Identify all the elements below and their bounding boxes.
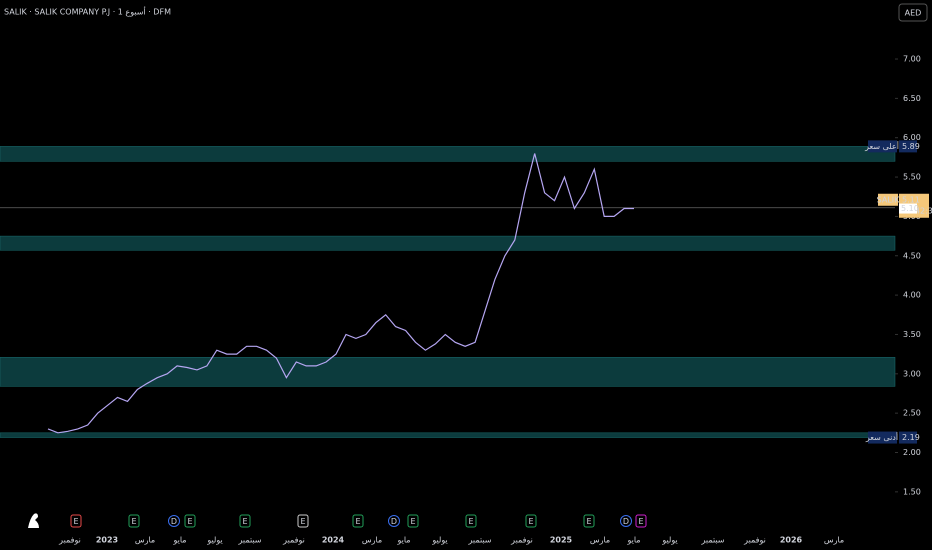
x-tick-label: نوفمبر bbox=[743, 536, 766, 545]
event-label[interactable]: E bbox=[187, 517, 192, 526]
event-label[interactable]: E bbox=[242, 517, 247, 526]
currency-button[interactable] bbox=[898, 3, 928, 22]
level-label-box bbox=[868, 431, 897, 444]
event-icon[interactable] bbox=[297, 514, 309, 528]
level-label: أدنى سعر bbox=[865, 432, 898, 442]
x-tick-label: 2023 bbox=[96, 536, 118, 545]
last-price: 5.11 bbox=[902, 195, 920, 204]
y-tick-label: 6.50 bbox=[903, 94, 921, 103]
x-tick-label: مارس bbox=[135, 536, 155, 545]
zone bbox=[0, 357, 896, 387]
zone bbox=[0, 235, 896, 251]
event-icon[interactable] bbox=[128, 514, 140, 528]
event-label[interactable]: E bbox=[410, 517, 415, 526]
event-label[interactable]: D bbox=[171, 517, 177, 526]
event-label[interactable]: E bbox=[73, 517, 78, 526]
chart-title: SALIK · SALIK COMPANY P.J · 1 أسبوع · DF… bbox=[4, 7, 171, 17]
x-tick-label: سبتمبر bbox=[701, 536, 725, 545]
y-tick-label: 5.50 bbox=[903, 173, 921, 182]
y-tick-label: 3.00 bbox=[903, 369, 921, 378]
event-icon[interactable] bbox=[352, 514, 364, 528]
x-tick-label: مايو bbox=[626, 536, 640, 545]
x-tick-label: نوفمبر bbox=[510, 536, 533, 545]
y-tick-label: 3.50 bbox=[903, 330, 921, 339]
x-tick-label: 2025 bbox=[550, 536, 573, 545]
event-icon[interactable] bbox=[635, 514, 647, 528]
zone bbox=[0, 146, 896, 162]
symbol-label: SALIK bbox=[877, 195, 901, 204]
price-line bbox=[47, 153, 634, 434]
event-label[interactable]: E bbox=[586, 517, 591, 526]
y-tick-label: 4.00 bbox=[903, 291, 921, 300]
y-tick-label: 1.50 bbox=[903, 487, 921, 496]
y-tick-label: 2.50 bbox=[903, 409, 921, 418]
x-tick-label: مارس bbox=[590, 536, 610, 545]
x-tick-label: 2024 bbox=[322, 536, 345, 545]
prev-price-box bbox=[899, 203, 917, 214]
level-value: 5.89 bbox=[902, 142, 920, 151]
level-label: أعلى سعر bbox=[864, 141, 899, 151]
zone bbox=[0, 432, 896, 438]
event-icon[interactable] bbox=[239, 514, 251, 528]
level-label-box bbox=[868, 140, 897, 153]
x-tick-label: مايو bbox=[172, 536, 186, 545]
y-tick-label: 2.00 bbox=[903, 448, 921, 457]
x-tick-label: سبتمبر bbox=[238, 536, 262, 545]
event-icon[interactable] bbox=[407, 514, 419, 528]
event-label[interactable]: E bbox=[355, 517, 360, 526]
event-label[interactable]: E bbox=[528, 517, 533, 526]
logo[interactable] bbox=[28, 513, 39, 528]
symbol-box bbox=[878, 193, 898, 206]
event-icon[interactable] bbox=[465, 514, 477, 528]
x-tick-label: مارس bbox=[824, 536, 844, 545]
x-tick-label: نوفمبر bbox=[58, 536, 81, 545]
prev-price: 5.10 bbox=[901, 204, 919, 213]
level-value-box bbox=[899, 140, 917, 153]
level-value: 2.19 bbox=[902, 433, 920, 442]
x-tick-label: مايو bbox=[396, 536, 410, 545]
event-icon[interactable] bbox=[184, 514, 196, 528]
event-label[interactable]: E bbox=[638, 517, 643, 526]
event-label[interactable]: E bbox=[468, 517, 473, 526]
event-icon[interactable] bbox=[168, 515, 180, 527]
event-label[interactable]: E bbox=[300, 517, 305, 526]
event-label[interactable]: D bbox=[391, 517, 397, 526]
event-icon[interactable] bbox=[525, 514, 537, 528]
x-tick-label: نوفمبر bbox=[282, 536, 305, 545]
y-tick-label: 4.50 bbox=[903, 251, 921, 260]
event-icon[interactable] bbox=[583, 514, 595, 528]
event-icon[interactable] bbox=[70, 514, 82, 528]
x-tick-label: سبتمبر bbox=[468, 536, 492, 545]
x-tick-label: يوليو bbox=[206, 536, 222, 545]
x-tick-label: مارس bbox=[362, 536, 382, 545]
event-icon[interactable] bbox=[388, 515, 400, 527]
x-tick-label: يوليو bbox=[661, 536, 677, 545]
level-value-box bbox=[899, 431, 917, 444]
y-tick-label: 7.00 bbox=[903, 55, 921, 64]
event-label[interactable]: D bbox=[623, 517, 629, 526]
x-tick-label: يوليو bbox=[431, 536, 447, 545]
x-tick-label: 2026 bbox=[780, 536, 803, 545]
y-tick-label: 6.00 bbox=[903, 133, 921, 142]
event-icon[interactable] bbox=[620, 515, 632, 527]
currency[interactable]: AED bbox=[905, 9, 922, 18]
event-label[interactable]: E bbox=[131, 517, 136, 526]
